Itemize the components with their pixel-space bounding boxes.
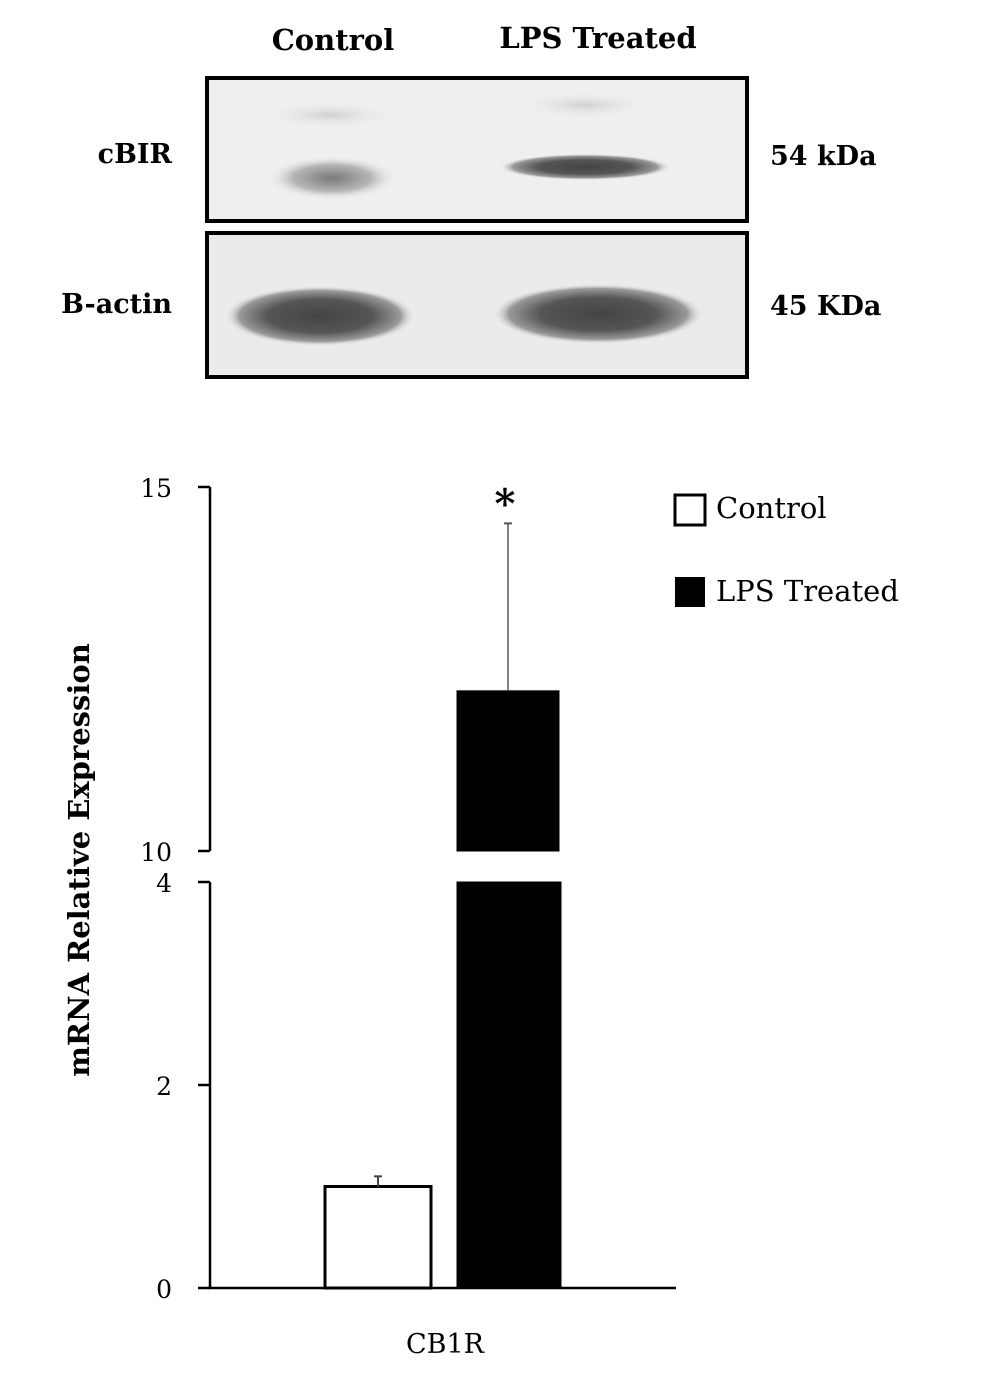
legend-swatch-control bbox=[673, 493, 707, 527]
blot-cbir-panel bbox=[205, 76, 749, 223]
x-axis-label: CB1R bbox=[406, 1329, 485, 1360]
blot-band-cbir-lps bbox=[500, 154, 670, 180]
size-label-45: 45 KDa bbox=[770, 291, 881, 322]
blot-band-cbir-control-faint bbox=[260, 101, 400, 129]
bar-lps-treated-upper bbox=[456, 690, 560, 852]
y-tick-label-lower-0: 0 bbox=[156, 1275, 172, 1304]
lane-label-lps: LPS Treated bbox=[499, 21, 696, 55]
y-tick-label-lower-4: 4 bbox=[156, 869, 172, 898]
blot-bactin-panel bbox=[205, 231, 749, 379]
legend-label-lps: LPS Treated bbox=[716, 574, 899, 608]
significance-asterisk: * bbox=[495, 480, 516, 527]
bar-control bbox=[323, 1185, 433, 1290]
blot-band-bactin-control bbox=[225, 286, 415, 346]
blot-row-label-bactin: B-actin bbox=[61, 289, 172, 320]
legend-swatch-lps bbox=[675, 577, 705, 607]
blot-band-bactin-lps bbox=[493, 284, 703, 344]
legend: Control LPS Treated bbox=[673, 491, 899, 608]
y-tick-label-upper-10: 10 bbox=[140, 838, 172, 867]
blot-row-label-cbir: cBIR bbox=[98, 139, 173, 170]
bar-lps-treated-lower bbox=[456, 881, 562, 1289]
y-axis-label: mRNA Relative Expression bbox=[62, 643, 96, 1077]
blot-band-cbir-lps-faint bbox=[515, 91, 655, 119]
y-tick-label-lower-2: 2 bbox=[156, 1072, 172, 1101]
legend-label-control: Control bbox=[716, 491, 827, 525]
size-label-54: 54 kDa bbox=[770, 141, 877, 172]
lane-label-control: Control bbox=[272, 23, 395, 57]
blot-band-cbir-control bbox=[267, 156, 397, 200]
bar-chart: mRNA Relative Expression CB1R 0 2 410 15 * bbox=[62, 474, 676, 1360]
y-tick-label-upper-15: 15 bbox=[140, 474, 172, 503]
